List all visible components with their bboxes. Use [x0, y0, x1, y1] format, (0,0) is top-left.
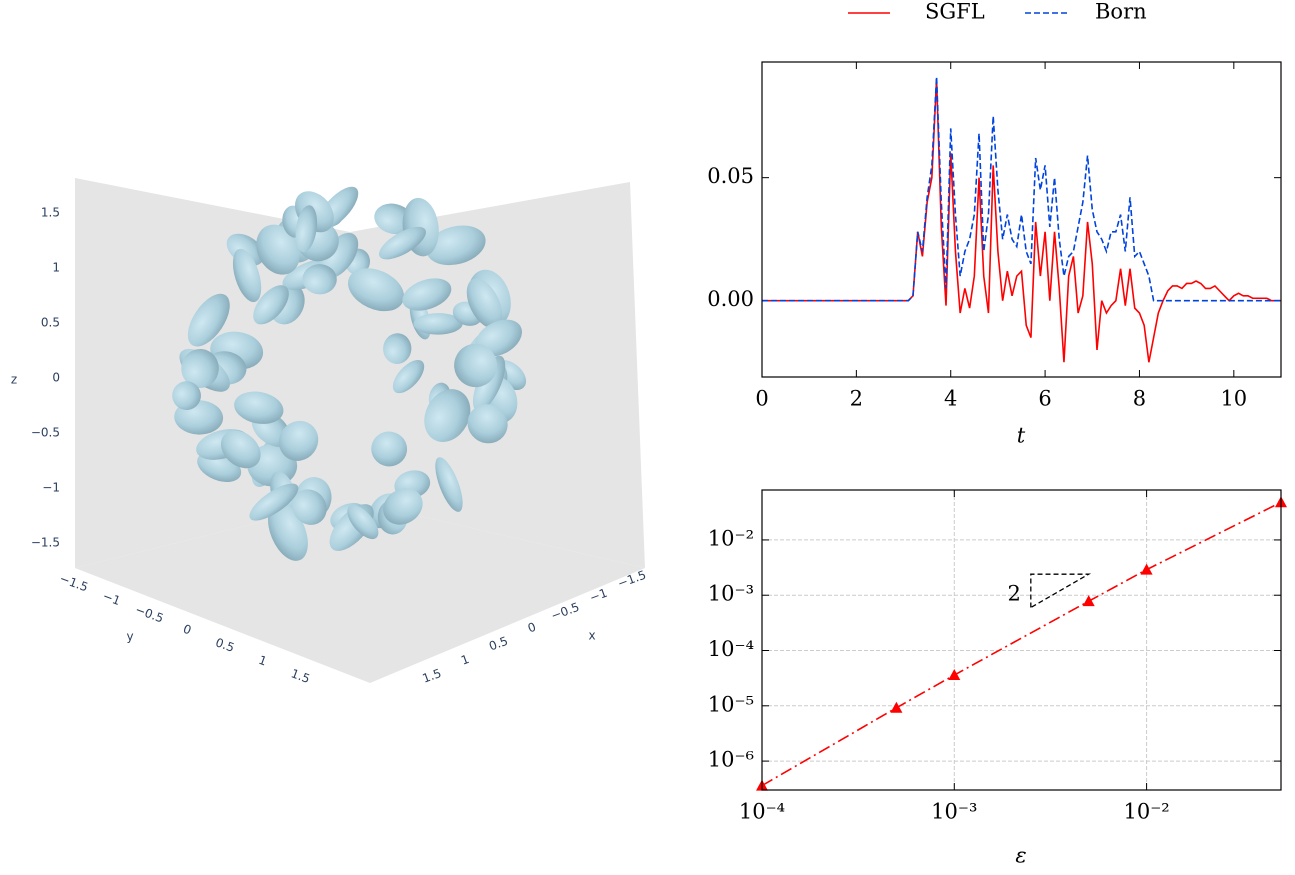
- x-axis-label: ε: [1015, 844, 1026, 868]
- x-tick-label: −1: [588, 586, 609, 605]
- ellipsoid: [232, 248, 262, 303]
- series-line: [762, 501, 1281, 787]
- ellipsoid: [172, 381, 201, 410]
- z-tick-label: 1.5: [41, 206, 60, 220]
- ellipsoid: [435, 457, 463, 512]
- y-tick-label: 0.5: [214, 635, 237, 655]
- ellipsoid: [413, 313, 463, 335]
- y-tick-label: 10⁻⁵: [708, 692, 754, 716]
- x-tick-label: 2: [850, 387, 863, 411]
- series-line: [762, 76, 1281, 302]
- x-tick-label: 0: [755, 387, 768, 411]
- ellipsoid: [256, 224, 300, 275]
- legend-label: SGFL: [925, 0, 985, 24]
- y-tick-label: 1: [257, 653, 269, 669]
- ellipsoid: [347, 268, 405, 312]
- z-tick-label: −0.5: [31, 426, 60, 440]
- x-axis-label: t: [1017, 424, 1026, 448]
- z-tick-label: −1.5: [31, 536, 60, 550]
- ellipsoid: [347, 505, 379, 540]
- ellipsoid: [467, 404, 508, 444]
- ellipsoid: [181, 348, 219, 388]
- ellipsoid: [371, 431, 408, 467]
- y-tick-label: 10⁻²: [708, 526, 754, 550]
- y-tick-label: −0.5: [133, 602, 165, 625]
- y-axis-label: y: [126, 630, 133, 644]
- ellipsoid: [402, 278, 452, 311]
- x-axis-label: x: [588, 629, 595, 643]
- ellipsoid: [378, 226, 426, 260]
- z-axis-label: z: [11, 373, 17, 387]
- y-tick-label: −1.5: [58, 571, 90, 594]
- ellipsoid: [472, 355, 506, 412]
- ellipsoid: [383, 333, 412, 364]
- ellipsoid: [392, 359, 425, 394]
- ellipsoid: [466, 278, 503, 329]
- x-tick-label: 8: [1133, 387, 1146, 411]
- z-tick-label: 1: [52, 261, 60, 275]
- marker: [948, 669, 961, 681]
- ellipsoid: [278, 420, 319, 461]
- ellipsoid: [295, 205, 318, 253]
- y-tick-label: −1: [101, 589, 122, 608]
- ellipsoid: [234, 391, 284, 424]
- ellipsoid: [454, 343, 498, 388]
- y-tick-label: 0.00: [707, 287, 754, 311]
- x-tick-label: 1.5: [420, 666, 443, 686]
- ellipsoid: [292, 489, 327, 525]
- floor: [75, 500, 645, 683]
- ellipsoid: [302, 264, 337, 295]
- x-tick-label: 4: [944, 387, 957, 411]
- x-tick-label: 10⁻³: [931, 800, 977, 824]
- marker: [890, 701, 903, 713]
- series-line: [762, 79, 1281, 363]
- ellipsoid: [187, 293, 230, 347]
- slope-triangle: [1030, 573, 1092, 609]
- x-tick-label: 0: [526, 620, 538, 636]
- scene: [172, 186, 527, 561]
- y-tick-label: 1.5: [289, 666, 312, 686]
- legend-label: Born: [1095, 0, 1147, 24]
- x-tick-label: 10: [1220, 387, 1247, 411]
- plot-frame: [761, 489, 1282, 791]
- x-tick-label: 1: [459, 652, 471, 668]
- ellipsoid: [253, 285, 289, 325]
- z-tick-label: 0: [52, 371, 60, 385]
- x-tick-label: 10⁻²: [1123, 800, 1169, 824]
- y-tick-label: 10⁻³: [708, 582, 754, 606]
- plot-frame: [761, 61, 1282, 378]
- ellipsoid: [426, 225, 486, 266]
- y-tick-label: 0: [181, 622, 193, 638]
- x-tick-label: 0.5: [487, 634, 510, 654]
- marker: [1082, 595, 1095, 607]
- y-tick-label: 10⁻⁶: [708, 748, 754, 772]
- ellipsoid: [220, 430, 261, 469]
- ellipsoid: [383, 488, 423, 525]
- y-tick-label: 0.05: [707, 164, 754, 188]
- x-tick-label: 10⁻⁴: [739, 800, 785, 824]
- z-tick-label: 0.5: [41, 316, 60, 330]
- ellipsoid: [424, 389, 471, 442]
- marker: [1140, 563, 1153, 575]
- x-tick-label: 6: [1038, 387, 1051, 411]
- slope-label: 2: [1007, 581, 1020, 605]
- z-tick-label: −1: [42, 481, 60, 495]
- y-tick-label: 10⁻⁴: [708, 637, 754, 661]
- ellipsoid: [249, 483, 299, 521]
